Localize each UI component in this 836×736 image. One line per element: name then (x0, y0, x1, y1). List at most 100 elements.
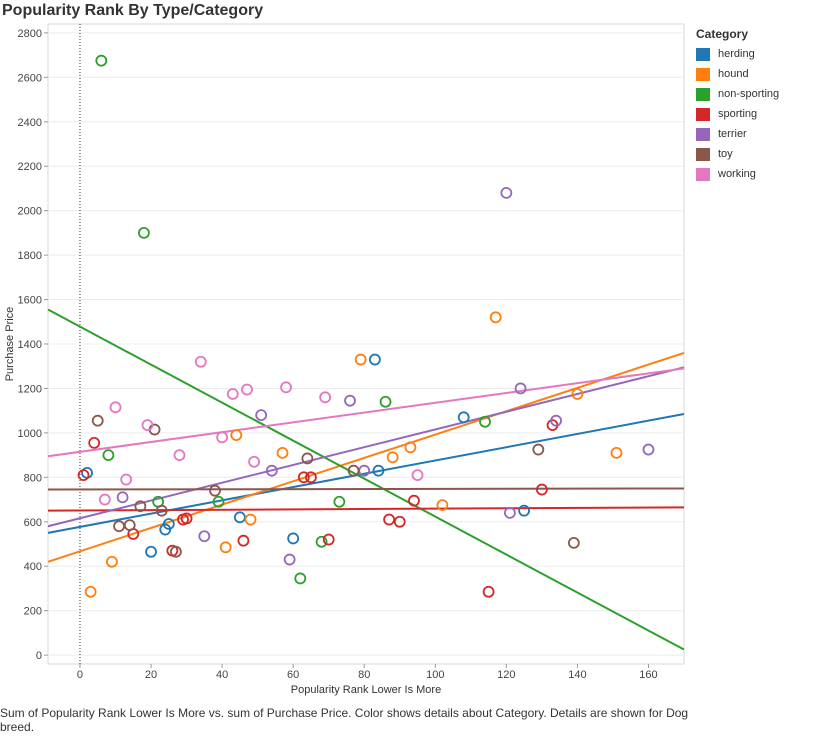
x-axis-ticks: 0 20 40 60 80 100 120 140 160 (77, 664, 658, 681)
point-working[interactable] (120, 473, 133, 486)
point-non-sporting[interactable] (315, 535, 328, 548)
point-toy[interactable] (134, 500, 147, 513)
point-working[interactable] (411, 469, 424, 482)
point-sporting[interactable] (393, 515, 406, 528)
point-sporting[interactable] (77, 469, 90, 482)
point-herding[interactable] (457, 411, 470, 424)
point-hound[interactable] (276, 446, 289, 459)
point-hound[interactable] (404, 441, 417, 454)
point-terrier[interactable] (514, 382, 527, 395)
point-herding[interactable] (145, 545, 157, 558)
x-tick-label: 160 (639, 669, 657, 681)
legend-label: terrier (718, 128, 747, 140)
point-toy[interactable] (170, 545, 182, 558)
point-hound[interactable] (386, 451, 399, 464)
point-toy[interactable] (347, 464, 360, 477)
point-sporting[interactable] (322, 533, 335, 546)
legend-item-sporting[interactable]: sporting (696, 104, 779, 124)
point-terrier[interactable] (550, 414, 562, 427)
chart-title: Popularity Rank By Type/Category (2, 2, 264, 19)
trend-lines (47, 308, 685, 651)
point-terrier[interactable] (265, 464, 278, 477)
data-points (77, 54, 655, 598)
point-toy[interactable] (567, 536, 580, 549)
point-working[interactable] (216, 431, 229, 444)
legend: Category herding hound non-sporting sportin… (696, 27, 779, 184)
legend-item-terrier[interactable]: terrier (696, 124, 779, 144)
legend-item-toy[interactable]: toy (696, 144, 779, 164)
legend-item-herding[interactable]: herding (696, 44, 779, 64)
point-toy[interactable] (301, 452, 314, 465)
y-tick-label: 200 (24, 606, 42, 618)
legend-label: hound (718, 68, 749, 80)
point-sporting[interactable] (482, 585, 495, 598)
point-terrier[interactable] (642, 443, 655, 456)
point-toy[interactable] (209, 484, 221, 497)
point-toy[interactable] (532, 443, 545, 456)
point-working[interactable] (241, 383, 253, 396)
legend-item-non-sporting[interactable]: non-sporting (696, 84, 779, 104)
point-herding[interactable] (287, 532, 300, 545)
point-sporting[interactable] (237, 534, 250, 547)
x-tick-label: 140 (568, 669, 586, 681)
point-working[interactable] (194, 355, 207, 368)
point-non-sporting[interactable] (138, 226, 150, 239)
point-herding[interactable] (233, 511, 246, 524)
point-toy[interactable] (91, 414, 104, 427)
point-working[interactable] (141, 419, 154, 432)
point-hound[interactable] (436, 499, 449, 512)
point-terrier[interactable] (500, 186, 513, 199)
point-hound[interactable] (610, 446, 623, 459)
point-hound[interactable] (489, 311, 502, 324)
point-sporting[interactable] (535, 483, 548, 496)
point-sporting[interactable] (180, 512, 193, 525)
point-hound[interactable] (84, 585, 97, 598)
point-working[interactable] (98, 493, 111, 506)
point-sporting[interactable] (408, 494, 420, 507)
point-herding[interactable] (162, 518, 175, 530)
point-non-sporting[interactable] (212, 495, 225, 508)
point-sporting[interactable] (297, 471, 310, 484)
point-working[interactable] (280, 381, 292, 394)
point-herding[interactable] (372, 464, 385, 477)
point-working[interactable] (226, 388, 239, 400)
trend-line-herding (47, 413, 685, 534)
legend-item-working[interactable]: working (696, 164, 779, 184)
point-terrier[interactable] (344, 394, 356, 407)
point-terrier[interactable] (116, 491, 129, 504)
point-non-sporting[interactable] (333, 495, 346, 508)
point-terrier[interactable] (503, 506, 516, 519)
point-non-sporting[interactable] (102, 449, 115, 462)
point-non-sporting[interactable] (379, 395, 392, 408)
point-working[interactable] (173, 449, 186, 462)
point-hound[interactable] (219, 541, 232, 554)
point-hound[interactable] (354, 353, 367, 366)
y-tick-label: 800 (24, 472, 42, 484)
point-sporting[interactable] (88, 436, 101, 449)
point-hound[interactable] (244, 513, 257, 526)
point-non-sporting[interactable] (95, 54, 108, 67)
legend-item-hound[interactable]: hound (696, 64, 779, 84)
point-sporting[interactable] (383, 513, 395, 526)
point-sporting[interactable] (305, 471, 317, 484)
point-hound[interactable] (106, 555, 118, 568)
legend-swatch (696, 127, 710, 141)
point-terrier[interactable] (255, 409, 268, 422)
point-terrier[interactable] (198, 530, 211, 543)
point-toy[interactable] (155, 504, 168, 517)
point-hound[interactable] (571, 388, 584, 400)
point-toy[interactable] (123, 519, 136, 532)
point-working[interactable] (248, 455, 260, 468)
point-non-sporting[interactable] (294, 572, 307, 585)
point-toy[interactable] (113, 520, 125, 533)
y-tick-label: 1800 (18, 250, 42, 262)
point-herding[interactable] (368, 353, 381, 366)
point-working[interactable] (319, 391, 332, 404)
point-working[interactable] (109, 401, 122, 414)
x-tick-label: 40 (216, 669, 228, 681)
point-terrier[interactable] (283, 553, 296, 566)
point-hound[interactable] (230, 429, 243, 442)
legend-label: toy (718, 148, 733, 160)
point-non-sporting[interactable] (479, 415, 491, 428)
point-herding[interactable] (518, 504, 531, 517)
